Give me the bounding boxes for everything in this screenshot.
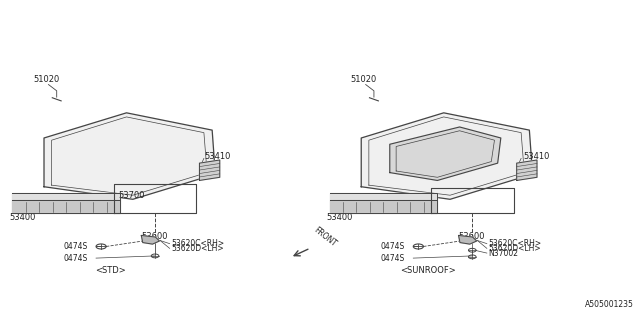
Text: 0474S: 0474S — [380, 254, 404, 263]
Polygon shape — [12, 200, 120, 213]
Text: 53620D<LH>: 53620D<LH> — [488, 244, 541, 253]
Polygon shape — [459, 236, 477, 244]
Text: FRONT: FRONT — [312, 226, 339, 249]
Text: 53600: 53600 — [458, 232, 485, 241]
Text: A505001235: A505001235 — [585, 300, 634, 309]
Polygon shape — [330, 193, 437, 200]
Text: 0474S: 0474S — [380, 242, 404, 251]
Polygon shape — [141, 236, 159, 244]
Text: 53620C<RH>: 53620C<RH> — [488, 239, 541, 248]
Text: N37002: N37002 — [488, 249, 518, 258]
Text: 53620C<RH>: 53620C<RH> — [171, 239, 224, 248]
Text: 53600: 53600 — [141, 232, 168, 241]
Text: 53410: 53410 — [205, 152, 231, 161]
Text: 53400: 53400 — [9, 213, 35, 222]
Text: 53400: 53400 — [326, 213, 353, 222]
Polygon shape — [390, 127, 501, 180]
Polygon shape — [12, 193, 120, 200]
Text: <STD>: <STD> — [95, 266, 126, 275]
Polygon shape — [200, 160, 220, 180]
Text: 51020: 51020 — [33, 75, 60, 84]
Polygon shape — [330, 200, 437, 213]
Text: 53620D<LH>: 53620D<LH> — [171, 244, 223, 253]
Polygon shape — [516, 160, 537, 180]
Text: 51020: 51020 — [351, 75, 377, 84]
Polygon shape — [44, 113, 215, 199]
Polygon shape — [361, 113, 532, 199]
Text: 0474S: 0474S — [63, 242, 87, 251]
Text: 53700: 53700 — [118, 191, 145, 200]
Text: 53410: 53410 — [523, 152, 549, 161]
Text: <SUNROOF>: <SUNROOF> — [400, 266, 456, 275]
Text: 0474S: 0474S — [63, 254, 87, 263]
